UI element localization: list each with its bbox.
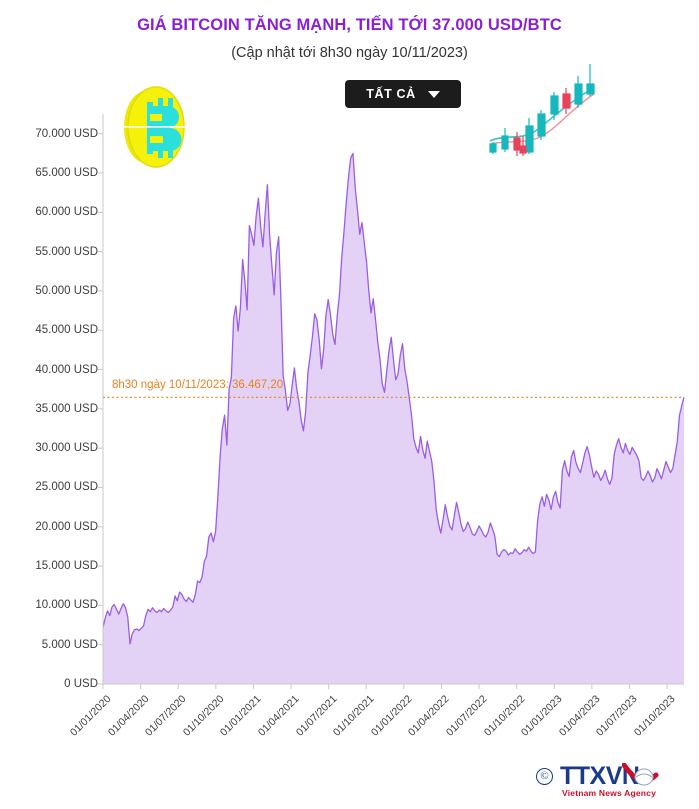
logo-tagline: Vietnam News Agency <box>562 788 657 798</box>
page-title: GIÁ BITCOIN TĂNG MẠNH, TIẾN TỚI 37.000 U… <box>137 16 562 34</box>
y-tick-label: 15.000 USD <box>35 560 98 573</box>
y-tick-label: 50.000 USD <box>35 284 98 297</box>
page-subtitle: (Cập nhật tới 8h30 ngày 10/11/2023) <box>231 45 468 61</box>
y-tick-label: 60.000 USD <box>35 206 98 219</box>
y-tick-label: 25.000 USD <box>35 481 98 494</box>
price-line <box>102 152 685 645</box>
copyright-icon: © <box>536 768 553 785</box>
y-axis-labels: 0 USD 5.000 USD 10.000 USD 15.000 USD 20.000… <box>4 0 98 809</box>
y-tick-label: 55.000 USD <box>35 245 98 258</box>
y-tick-label: 10.000 USD <box>35 599 98 612</box>
bitcoin-coin-icon <box>118 86 188 168</box>
reference-line-annotation: 8h30 ngày 10/11/2023: 36.467,20 <box>112 379 284 392</box>
range-filter-dropdown[interactable]: TẤT CẢ <box>345 80 461 108</box>
y-tick-label: 70.000 USD <box>35 127 98 140</box>
logo-swoosh-icon <box>622 763 659 786</box>
y-tick-label: 65.000 USD <box>35 167 98 180</box>
y-tick-label: 35.000 USD <box>35 402 98 415</box>
y-tick-label: 5.000 USD <box>41 638 98 651</box>
y-tick-label: 20.000 USD <box>35 520 98 533</box>
y-tick-label: 45.000 USD <box>35 324 98 337</box>
range-filter-label: TẤT CẢ <box>366 87 416 101</box>
ttxvn-logo: © TTXVN Vietnam News Agency <box>536 762 686 802</box>
y-tick-label: 40.000 USD <box>35 363 98 376</box>
y-tick-label: 0 USD <box>64 678 98 690</box>
y-tick-label: 30.000 USD <box>35 442 98 455</box>
candlestick-chart-icon <box>489 64 595 156</box>
chevron-down-icon <box>427 90 440 98</box>
